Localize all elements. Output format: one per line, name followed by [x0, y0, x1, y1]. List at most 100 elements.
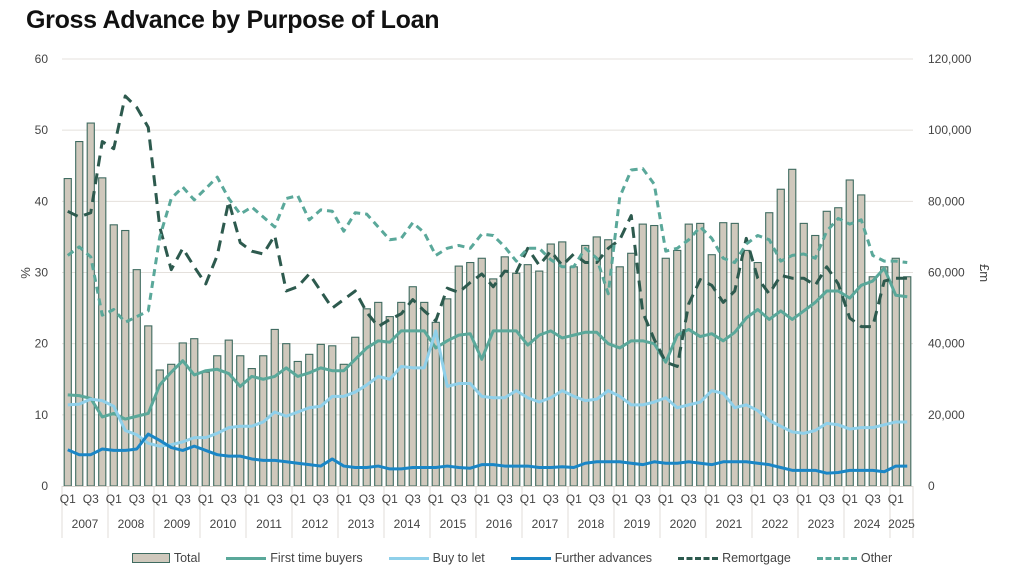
year-label: 2017 [532, 517, 559, 531]
legend-line-swatch [678, 556, 719, 560]
right-tick-label: 40,000 [928, 337, 965, 351]
bar-total [811, 234, 820, 487]
bar-total [236, 355, 245, 487]
quarter-label: Q3 [313, 492, 329, 506]
quarter-label: Q3 [773, 492, 789, 506]
quarter-label: Q1 [198, 492, 214, 506]
quarter-label: Q3 [83, 492, 99, 506]
x-axis: Q1 Q3 Q1 Q3 Q1 Q3 Q1 Q3 Q1 Q3 Q1 Q3 Q1 Q3 Q1 Q3 Q1 Q3 Q1 Q3… [60, 486, 915, 538]
bar-total [592, 236, 601, 487]
year-label: 2011 [256, 517, 282, 531]
quarter-label: Q1 [842, 492, 858, 506]
bar-total [638, 223, 647, 487]
year-label: 2007 [72, 517, 99, 531]
bar-total [857, 194, 866, 487]
bar-total [903, 276, 912, 487]
bar-total [374, 301, 383, 487]
legend-label: Total [173, 551, 201, 565]
bar-total [489, 278, 498, 487]
legend-item: Total [131, 551, 201, 565]
legend-label: Remortgage [722, 551, 791, 565]
bar-total [834, 207, 843, 487]
left-tick-label: 10 [35, 408, 49, 422]
quarter-label: Q1 [244, 492, 260, 506]
quarter-label: Q1 [152, 492, 168, 506]
bar-total [799, 222, 808, 487]
quarter-label: Q3 [589, 492, 605, 506]
bar-total [523, 264, 532, 487]
quarter-label: Q1 [428, 492, 444, 506]
bar-total [673, 249, 682, 487]
line-remortgage [67, 94, 908, 368]
quarter-label: Q1 [658, 492, 674, 506]
year-label: 2008 [118, 517, 145, 531]
year-label: 2023 [808, 517, 835, 531]
year-label: 2012 [302, 517, 329, 531]
right-axis-ticks: 0 20,000 40,000 60,000 80,000 100,000 120,000 [928, 52, 972, 493]
bar-total [512, 272, 521, 487]
legend-line-swatch [816, 556, 857, 560]
bar-total [719, 222, 728, 487]
bar-total [121, 229, 130, 487]
bar-total [558, 241, 567, 487]
quarter-label: Q3 [497, 492, 513, 506]
bar-total [753, 261, 762, 487]
bar-total [500, 256, 509, 487]
quarter-label: Q3 [175, 492, 191, 506]
year-label: 2013 [348, 517, 375, 531]
bar-total [362, 308, 371, 487]
line-buy-to-let [67, 329, 908, 448]
quarter-label: Q3 [865, 492, 881, 506]
bar-total [776, 188, 785, 487]
bar-total [650, 224, 659, 487]
left-axis-ticks: 0 10 20 30 40 50 60 [35, 52, 49, 493]
quarter-label: Q3 [129, 492, 145, 506]
bar-total [696, 222, 705, 487]
right-tick-label: 100,000 [928, 123, 972, 137]
bar-total [661, 257, 670, 487]
line-other [66, 167, 908, 324]
chart-title: Gross Advance by Purpose of Loan [26, 6, 440, 34]
bar-total [98, 177, 107, 487]
series-lines [66, 94, 908, 475]
quarter-label: Q1 [106, 492, 122, 506]
bar-total [213, 355, 222, 487]
quarter-label: Q3 [543, 492, 559, 506]
quarter-label: Q1 [566, 492, 582, 506]
bar-total [408, 286, 417, 487]
bar-total [132, 269, 141, 487]
bar-total [190, 338, 199, 487]
year-label: 2024 [854, 517, 881, 531]
legend-item: Buy to let [388, 551, 485, 565]
right-tick-label: 120,000 [928, 52, 972, 66]
legend-label: First time buyers [270, 551, 363, 565]
bar-total [742, 249, 751, 487]
year-label: 2020 [670, 517, 697, 531]
year-label: 2014 [394, 517, 421, 531]
bar-total [581, 244, 590, 487]
bar-total [270, 328, 279, 487]
left-tick-label: 0 [41, 479, 48, 493]
year-label: 2018 [578, 517, 605, 531]
legend-item: First time buyers [226, 551, 363, 565]
quarter-label: Q3 [635, 492, 651, 506]
bar-total [75, 141, 84, 487]
bar-total [109, 224, 118, 487]
quarter-label: Q1 [520, 492, 536, 506]
quarter-label: Q3 [727, 492, 743, 506]
bar-total [477, 257, 486, 487]
bar-total [615, 266, 624, 487]
right-tick-label: 0 [928, 479, 935, 493]
legend-line-swatch [510, 556, 551, 560]
right-tick-label: 80,000 [928, 194, 965, 208]
bar-total [443, 298, 452, 487]
bar-total [201, 371, 210, 487]
year-label: 2022 [762, 517, 789, 531]
legend: Total First time buyers Buy to let Further … [0, 551, 1024, 565]
legend-label: Buy to let [432, 551, 485, 565]
quarter-label: Q3 [681, 492, 697, 506]
bar-total [604, 239, 613, 487]
year-label: 2015 [440, 517, 467, 531]
bar-total [627, 252, 636, 487]
